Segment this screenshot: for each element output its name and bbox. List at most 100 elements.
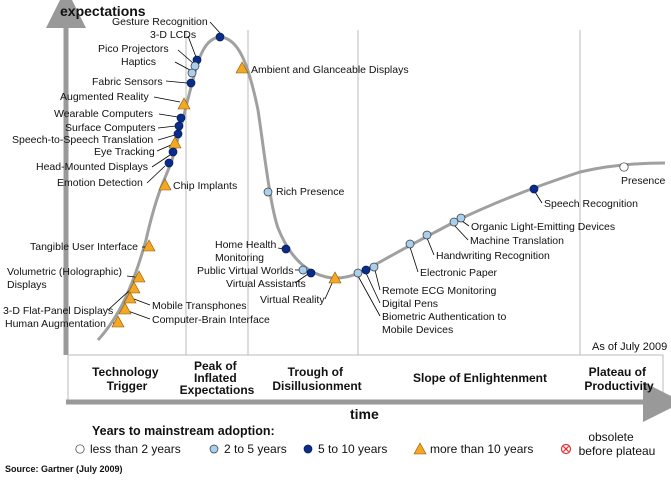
marker-public-virtual-worlds (298, 265, 308, 275)
legend-marker-obsolete (560, 443, 572, 455)
leader-line-head-mounted-displays (151, 154, 171, 168)
marker-3-d-flat-panel-displays (127, 281, 141, 294)
phase-label-line: Trough of (288, 365, 344, 379)
legend-label-more-than-10-years: more than 10 years (430, 442, 533, 456)
tech-label-head-mounted-displays: Head-Mounted Displays (36, 161, 148, 173)
marker-speech-recognition (529, 184, 539, 194)
phase-plateau: Plateau of Productivity (584, 365, 654, 393)
marker-human-augmentation (111, 315, 125, 328)
phase-label-line: Productivity (584, 379, 654, 393)
legend-label-2-to-5-years: 2 to 5 years (224, 442, 287, 456)
tech-label-pico-projectors: Pico Projectors (98, 43, 169, 55)
leader-line-eye-tracking (156, 144, 172, 152)
tech-label-remote-ecg-monitoring: Remote ECG Monitoring (382, 285, 497, 297)
leader-line-virtual-reality (324, 280, 334, 300)
marker-volumetric-holographic-displays (132, 270, 146, 283)
leader-line-handwriting-recognition (426, 237, 435, 256)
marker-augmented-reality (177, 97, 191, 110)
phase-label-line: Trigger (107, 379, 148, 393)
tech-label-public-virtual-worlds: Public Virtual Worlds (197, 265, 293, 277)
tech-label-line: Home Health (215, 239, 276, 251)
leader-lines (107, 21, 543, 324)
marker-eye-tracking (168, 136, 182, 149)
markers-layer (111, 32, 629, 328)
leader-line-digital-pens (365, 272, 381, 304)
phase-slope: Slope of Enlightenment (413, 371, 547, 385)
legend-label-obsolete: obsolete before plateau (579, 430, 656, 458)
marker-home-health-monitoring (281, 244, 291, 254)
tech-label-line: Biometric Authentication to (382, 311, 506, 323)
leader-line-virtual-assistants (294, 273, 309, 284)
leader-line-haptics (174, 61, 191, 71)
leader-line-speech-to-speech-translation (157, 134, 176, 141)
leader-line-wearable-computers (158, 113, 179, 118)
tech-label-chip-implants: Chip Implants (173, 180, 237, 192)
marker-virtual-assistants (306, 268, 316, 278)
legend-marker-5-to-10-years (303, 444, 313, 454)
marker-biometric-authentication-to-mobile-devices (353, 268, 363, 278)
marker-digital-pens (361, 265, 371, 275)
tech-label-wearable-computers: Wearable Computers (54, 108, 153, 120)
legend-title: Years to mainstream adoption: (92, 424, 275, 438)
phase-label-line: Plateau of (589, 365, 647, 379)
leader-line-augmented-reality (153, 96, 181, 103)
phase-label-line: Expectations (180, 383, 255, 397)
leader-line-pico-projectors (177, 49, 194, 64)
leader-line-3-d-lcds (187, 35, 197, 58)
legend-label-less-than-2-years: less than 2 years (90, 442, 181, 456)
tech-label-presence: Presence (621, 175, 666, 187)
tech-label-digital-pens: Digital Pens (382, 298, 438, 310)
marker-haptics (187, 68, 197, 78)
tech-label-handwriting-recognition: Handwriting Recognition (436, 250, 550, 262)
leader-line-fabric-sensors (165, 80, 188, 84)
phase-label-line: Peak of (194, 359, 238, 373)
tech-label-fabric-sensors: Fabric Sensors (92, 76, 163, 88)
leader-line-computer-brain-interface (127, 310, 151, 320)
marker-remote-ecg-monitoring (369, 262, 379, 272)
tech-label-mobile-transphones: Mobile Transphones (152, 300, 247, 312)
marker-emotion-detection (164, 158, 174, 168)
hype-curve (96, 35, 666, 342)
marker-electronic-paper (405, 239, 415, 249)
phase-label-line: Inflated (194, 371, 237, 385)
tech-label-line: Displays (7, 279, 47, 291)
tech-label-ambient-glanceable-displays: Ambient and Glanceable Displays (251, 64, 409, 76)
legend-label-5-to-10-years: 5 to 10 years (318, 442, 387, 456)
marker-speech-to-speech-translation (173, 129, 183, 139)
tech-label-virtual-assistants: Virtual Assistants (226, 278, 306, 290)
tech-label-emotion-detection: Emotion Detection (57, 177, 143, 189)
leader-line-mobile-transphones (133, 298, 151, 306)
y-axis-label: expectations (60, 3, 146, 19)
marker-machine-translation (449, 217, 459, 227)
marker-chip-implants (158, 178, 172, 191)
tech-label-rich-presence: Rich Presence (276, 186, 344, 198)
tech-label-haptics: Haptics (121, 56, 156, 68)
legend-marker-2-to-5-years (209, 444, 219, 454)
marker-handwriting-recognition (422, 230, 432, 240)
leader-line-emotion-detection (146, 165, 166, 184)
marker-virtual-reality (328, 271, 342, 284)
phase-labels: Technology Trigger Peak of Inflated Expe… (92, 359, 654, 397)
tech-label-organic-light-emitting-devices: Organic Light-Emitting Devices (471, 221, 615, 233)
phase-technology-trigger: Technology Trigger (92, 365, 162, 393)
legend: Years to mainstream adoption: less than … (75, 424, 656, 458)
leader-line-machine-translation (453, 224, 469, 241)
marker-head-mounted-displays (168, 147, 178, 157)
tech-label-3d-flat-panel-displays: 3-D Flat-Panel Displays (3, 305, 113, 317)
marker-presence (619, 162, 629, 172)
marker-ambient-and-glanceable-displays (235, 61, 249, 74)
marker-wearable-computers (176, 113, 186, 123)
tech-label-human-augmentation: Human Augmentation (5, 318, 106, 330)
tech-label-biometric-authentication: Biometric Authentication to Mobile Device… (382, 311, 506, 336)
marker-mobile-transphones (123, 291, 137, 304)
marker-computer-brain-interface (118, 302, 132, 315)
technology-labels: Gesture Recognition 3-D LCDs Pico Projec… (3, 16, 666, 336)
phase-trough: Trough of Disillusionment (272, 365, 361, 393)
legend-items: less than 2 years 2 to 5 years 5 to 10 yea… (75, 430, 656, 458)
leader-line-volumetric-holographic-displays (126, 275, 136, 278)
tech-label-line: Mobile Devices (382, 324, 453, 336)
leader-line-surface-computers (157, 125, 177, 129)
as-of-label: As of July 2009 (592, 341, 667, 353)
tech-label-line: Volumetric (Holographic) (7, 266, 122, 278)
